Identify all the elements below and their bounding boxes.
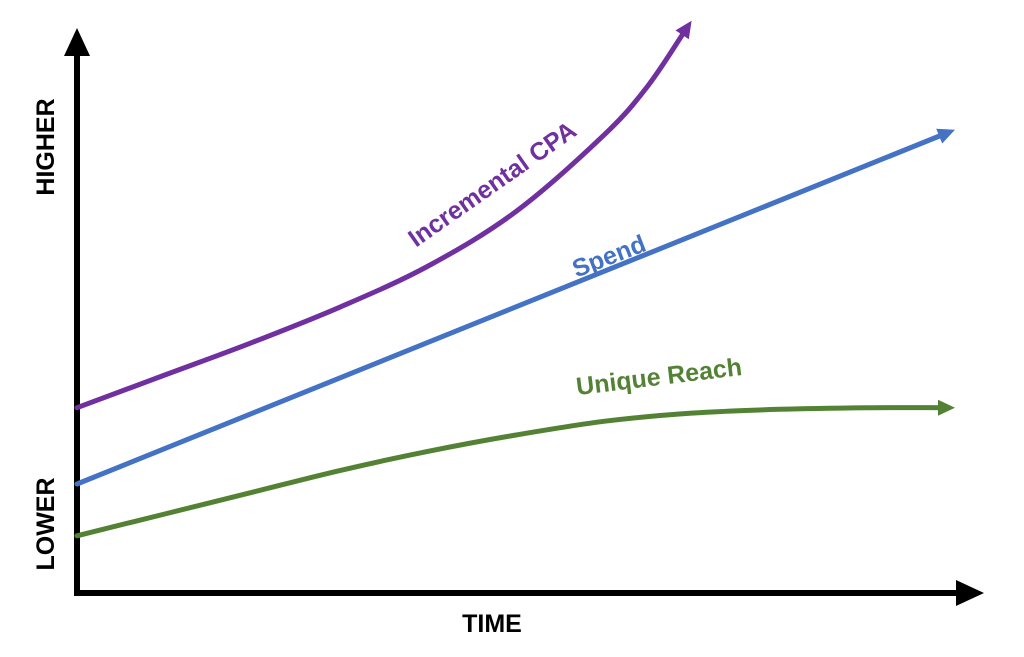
series-arrowhead-incremental-cpa <box>675 20 692 40</box>
y-axis-arrowhead <box>64 28 90 56</box>
series-arrowhead-unique-reach <box>938 399 955 416</box>
x-axis-title: TIME <box>462 610 522 638</box>
series-label-unique-reach: Unique Reach <box>575 353 744 401</box>
y-axis-title-higher: HIGHER <box>32 98 60 195</box>
series-label-incremental-cpa: Incremental CPA <box>403 116 581 253</box>
x-axis-arrowhead <box>956 580 984 606</box>
series-line-spend <box>74 131 949 487</box>
series-layer <box>74 20 955 539</box>
y-axis-title-lower: LOWER <box>32 477 60 570</box>
series-line-unique-reach <box>74 405 948 539</box>
series-line-incremental-cpa <box>74 26 689 411</box>
series-label-spend: Spend <box>568 230 649 284</box>
series-arrowhead-spend <box>936 128 955 144</box>
